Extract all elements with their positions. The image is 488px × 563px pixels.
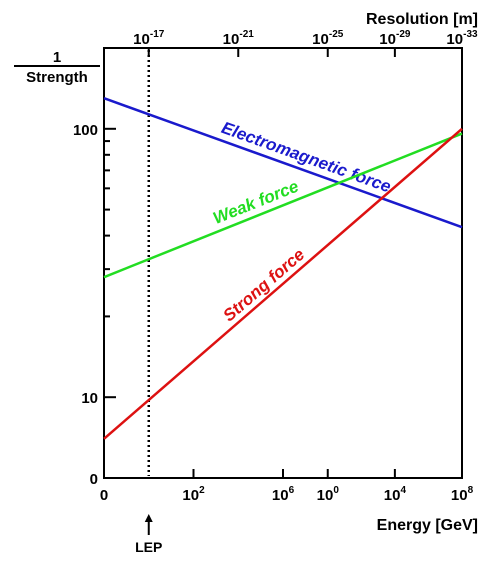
x-tick-label-5: 108 <box>451 485 474 504</box>
x2-axis-title: Resolution [m] <box>366 11 478 28</box>
series-label-2: Strong force <box>219 245 308 326</box>
x2-tick-label-1: 10-21 <box>223 29 255 48</box>
y-axis-title: 1 Strength <box>14 49 100 86</box>
y-tick-label-0: 0 <box>90 471 98 488</box>
x-axis-title: Energy [GeV] <box>377 517 478 534</box>
series-line-2 <box>103 127 463 440</box>
series-line-0 <box>103 97 463 229</box>
x2-tick-label-2: 10-25 <box>312 29 344 48</box>
y-axis-title-numerator: 1 <box>53 49 61 66</box>
series-label-0: Electromagnetic force <box>219 118 393 196</box>
y-axis-title-denominator: Strength <box>26 69 88 86</box>
series-line-1 <box>103 132 463 279</box>
x-tick-label-0: 0 <box>100 487 108 504</box>
y-tick-label-2: 100 <box>73 122 98 139</box>
x2-tick-label-3: 10-29 <box>379 29 411 48</box>
x-tick-label-1: 102 <box>182 485 205 504</box>
lep-label: LEP <box>135 539 162 555</box>
y-tick-label-1: 10 <box>81 390 98 407</box>
x-tick-label-3: 100 <box>317 485 340 504</box>
lep-arrow-head <box>144 514 153 522</box>
x-tick-label-4: 104 <box>384 485 407 504</box>
x2-tick-label-0: 10-17 <box>133 29 165 48</box>
annotation-layer: LEP <box>135 50 162 555</box>
x-tick-label-2: 106 <box>272 485 295 504</box>
x2-tick-label-4: 10-33 <box>446 29 478 48</box>
